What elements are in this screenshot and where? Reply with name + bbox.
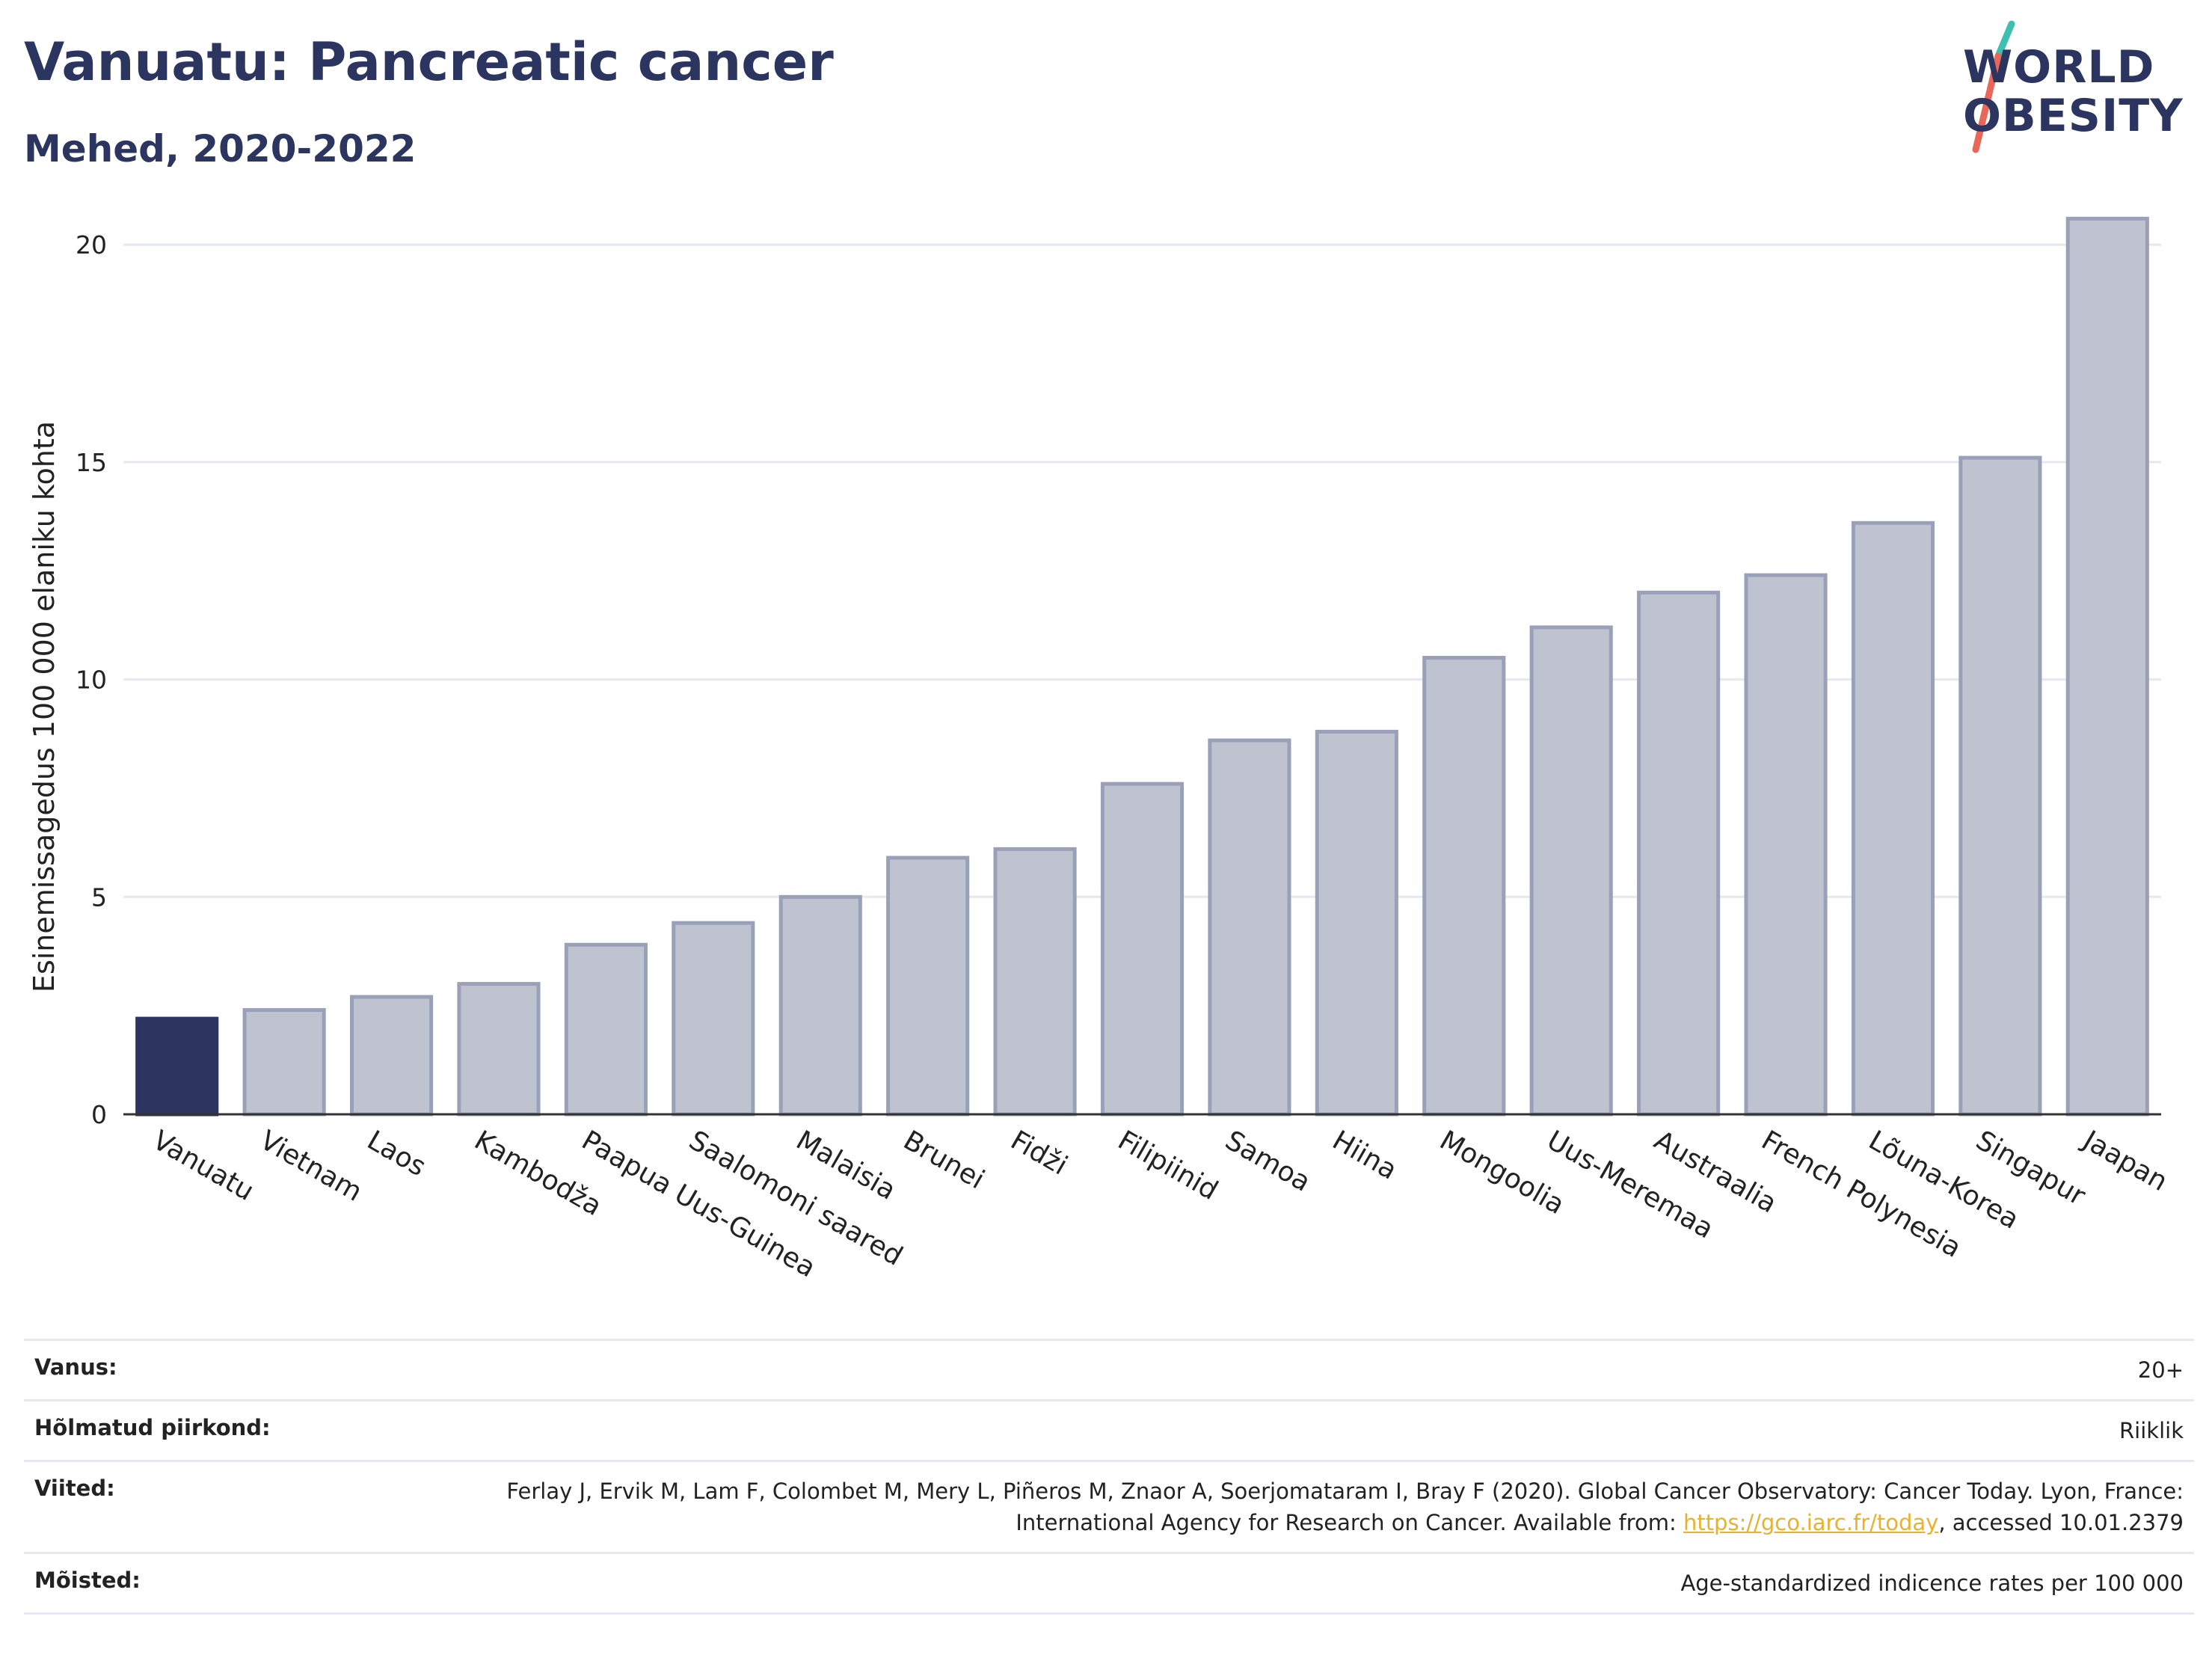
bar-fid-i	[993, 847, 1077, 1117]
x-tick-label: Vanuatu	[147, 1125, 259, 1207]
bar-jaapan	[2065, 216, 2149, 1117]
info-value-coverage: Riiklik	[2119, 1418, 2184, 1444]
world-obesity-logo: WORLD OBESITY	[1929, 15, 2199, 165]
bar-layer	[135, 216, 2149, 1117]
x-tick-label: Laos	[362, 1125, 431, 1182]
info-key-definitions: Mõisted:	[34, 1568, 141, 1594]
info-value-age: 20+	[2137, 1357, 2184, 1383]
info-row-references: Viited: Ferlay J, Ervik M, Lam F, Colomb…	[24, 1460, 2194, 1552]
bar-vanuatu	[135, 1016, 219, 1117]
bar-kambod-a	[457, 982, 541, 1117]
bar-brunei	[886, 856, 970, 1117]
info-row-age: Vanus: 20+	[24, 1339, 2194, 1399]
bar-hiina	[1315, 729, 1398, 1117]
info-key-age: Vanus:	[34, 1354, 117, 1380]
reference-accessed: , accessed 10.01.2379	[1938, 1510, 2184, 1536]
y-axis-title: Esinemissagedus 100 000 elaniku kohta	[28, 421, 61, 992]
y-tick-label: 15	[76, 448, 107, 477]
info-row-definitions: Mõisted: Age-standardized indicence rate…	[24, 1552, 2194, 1615]
reference-link[interactable]: https://gco.iarc.fr/today	[1683, 1510, 1939, 1536]
x-tick-label: Brunei	[898, 1125, 989, 1195]
reference-text: Ferlay J, Ervik M, Lam F, Colombet M, Me…	[506, 1479, 2184, 1536]
bar-uus-meremaa	[1529, 625, 1613, 1117]
page-title: Vanuatu: Pancreatic cancer	[24, 31, 834, 93]
bar-vietnam	[242, 1007, 326, 1117]
bar-malaisia	[778, 894, 862, 1117]
bar-filipiinid	[1100, 782, 1185, 1117]
y-tick-label: 20	[76, 230, 107, 260]
y-tick-label: 5	[91, 882, 107, 912]
bar-laos	[349, 995, 434, 1117]
bar-l-una-korea	[1851, 521, 1935, 1117]
bar-french-polynesia	[1744, 573, 1828, 1117]
bar-singapur	[1958, 455, 2042, 1117]
bar-mongoolia	[1422, 656, 1506, 1117]
x-tick-label: Samoa	[1220, 1125, 1315, 1198]
y-tick-label: 10	[76, 666, 107, 695]
x-tick-label: Fidži	[1006, 1125, 1073, 1181]
bar-austraalia	[1637, 590, 1721, 1117]
x-tick-label: Hiina	[1327, 1125, 1402, 1185]
y-tick-label: 0	[91, 1100, 107, 1129]
info-value-references: Ferlay J, Ervik M, Lam F, Colombet M, Me…	[464, 1476, 2184, 1538]
info-value-definitions: Age-standardized indicence rates per 100…	[1680, 1570, 2184, 1597]
x-tick-label: Jaapan	[2077, 1124, 2172, 1197]
info-table: Vanus: 20+ Hõlmatud piirkond: Riiklik Vi…	[24, 1339, 2194, 1615]
info-key-references: Viited:	[34, 1476, 115, 1502]
bar-paapua-uus-guinea	[564, 942, 648, 1117]
logo-slash-icon	[1972, 20, 2015, 153]
info-row-coverage: Hõlmatud piirkond: Riiklik	[24, 1399, 2194, 1460]
logo-text-obesity: OBESITY	[1963, 90, 2184, 142]
x-tick-label: Filipiinid	[1113, 1125, 1223, 1206]
info-key-coverage: Hõlmatud piirkond:	[34, 1415, 271, 1441]
page-subtitle: Mehed, 2020-2022	[24, 127, 417, 171]
logo-text-world: WORLD	[1963, 41, 2155, 93]
x-tick-label: French Polynesia	[1756, 1125, 1966, 1264]
bar-saalomoni-saared	[672, 921, 755, 1117]
bar-samoa	[1208, 738, 1291, 1117]
x-tick-label: Vietnam	[255, 1125, 367, 1208]
